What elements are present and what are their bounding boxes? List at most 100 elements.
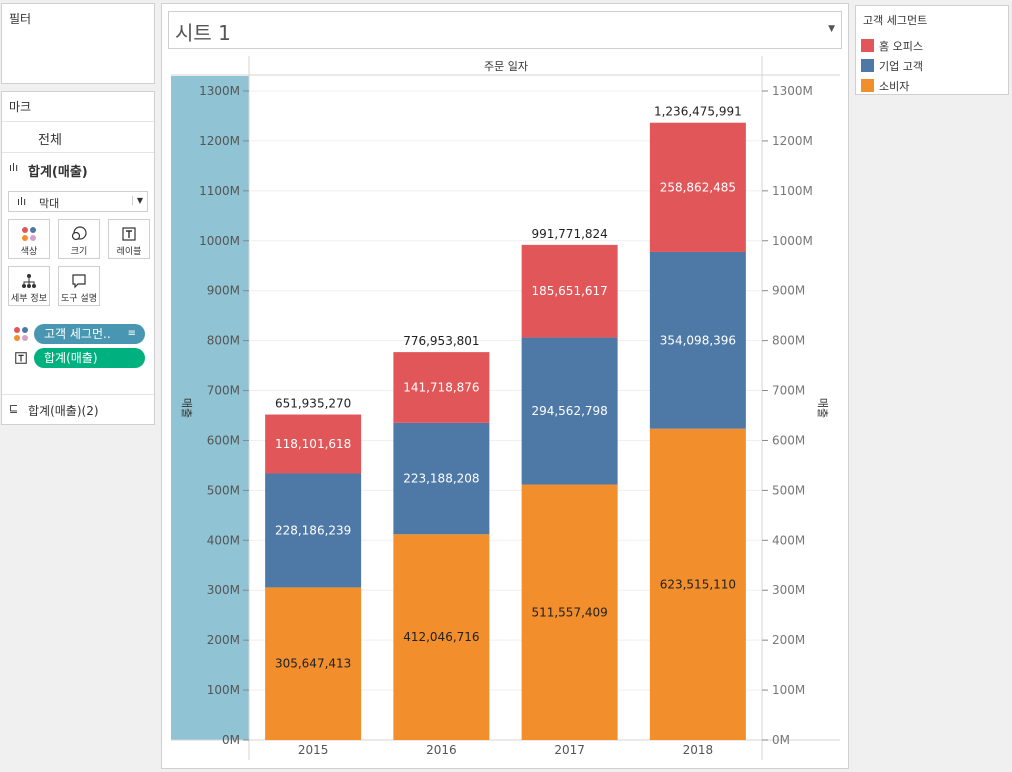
bar-data-label: 354,098,396: [660, 333, 736, 347]
legend-swatch: [861, 79, 874, 92]
label-button[interactable]: 레이블: [108, 219, 150, 259]
marks-all-label: 전체: [38, 133, 62, 148]
segment-pill-label: 고객 세그먼..: [44, 327, 111, 341]
bar-data-label: 511,557,409: [531, 605, 607, 619]
color-legend: 고객 세그먼트 홈 오피스 기업 고객 소비자: [855, 5, 1009, 95]
y-tick-label: 1100M: [772, 184, 813, 198]
size-button[interactable]: 크기: [58, 219, 100, 259]
y-tick-label: 800M: [207, 334, 240, 348]
legend-label: 기업 고객: [879, 60, 923, 73]
size-icon: [59, 226, 99, 242]
y-axis-band[interactable]: [171, 76, 249, 740]
tooltip-button[interactable]: 도구 설명: [58, 266, 100, 306]
legend-swatch: [861, 39, 874, 52]
bar-segment[interactable]: [393, 422, 490, 535]
color-dots-icon: [13, 326, 29, 346]
x-tick-label: 2016: [426, 743, 457, 757]
bar-segment[interactable]: [649, 251, 746, 429]
label-button-label: 레이블: [116, 247, 142, 257]
bar-segment[interactable]: [265, 587, 362, 740]
y-tick-label: 900M: [772, 284, 805, 298]
y-tick-label: 300M: [207, 583, 240, 597]
y-tick-label: 700M: [207, 384, 240, 398]
y-tick-label: 1000M: [772, 234, 813, 248]
y-tick-label: 100M: [772, 683, 805, 697]
label-icon: [14, 350, 28, 369]
sort-icon: ≡: [127, 328, 136, 339]
legend-swatch: [861, 59, 874, 72]
sheet-title: 시트 1: [175, 21, 231, 45]
bar-data-label: 185,651,617: [531, 284, 607, 298]
bar-total-label: 776,953,801: [403, 334, 479, 348]
bar-segment[interactable]: [521, 484, 618, 740]
y-axis-right[interactable]: 0M 100M 200M 300M 400M 500M 600M 700M 800M 900M 10…: [762, 84, 813, 747]
x-tick-label: 2018: [683, 743, 714, 757]
bar-segment[interactable]: [393, 534, 490, 740]
bar-data-label: 412,046,716: [403, 630, 479, 644]
chevron-down-icon: ▼: [131, 196, 143, 205]
y-tick-label: 500M: [207, 483, 240, 497]
y-tick-label: 1100M: [199, 184, 240, 198]
segment-color-pill[interactable]: 고객 세그먼.. ≡: [34, 324, 145, 344]
marks-footer-label: 합계(매출)(2): [28, 404, 99, 418]
legend-item-corporate[interactable]: 기업 고객: [861, 58, 923, 74]
bar-segment[interactable]: [521, 244, 618, 338]
bars: 305,647,413 228,186,239 118,101,618 651,935…: [265, 105, 746, 740]
tooltip-icon: [59, 273, 99, 289]
marks-card: 마크 전체 ılı 합계(매출) ılı 막대 ▼ 색상 크기 레이블 세부 정…: [1, 91, 155, 425]
bar-data-label: 141,718,876: [403, 380, 479, 394]
y-tick-label: 800M: [772, 334, 805, 348]
marks-footer-tab[interactable]: ⊑ 합계(매출)(2): [2, 394, 154, 424]
sales-label-pill[interactable]: 합계(매출): [34, 348, 145, 368]
y-tick-label: 700M: [772, 384, 805, 398]
label-icon: [109, 226, 149, 242]
bar-segment[interactable]: [649, 428, 746, 740]
y-axis-title-right[interactable]: 매출: [816, 398, 829, 418]
measure-values-icon: ⊑: [9, 402, 19, 415]
x-axis-labels: 2015 2016 2017 2018: [298, 743, 713, 757]
mark-type-value: 막대: [39, 197, 60, 210]
marks-title: 마크: [9, 100, 32, 114]
bar-segment[interactable]: [521, 337, 618, 485]
bar-data-label: 228,186,239: [275, 523, 351, 537]
chevron-down-icon[interactable]: ▼: [828, 24, 835, 34]
bar-data-label: 294,562,798: [531, 404, 607, 418]
y-tick-label: 600M: [207, 433, 240, 447]
y-tick-label: 1000M: [199, 234, 240, 248]
color-button[interactable]: 색상: [8, 219, 50, 259]
size-button-label: 크기: [70, 247, 88, 257]
bar-chart-icon: ılı: [9, 161, 19, 174]
y-tick-label: 1300M: [772, 84, 813, 98]
bar-data-label: 305,647,413: [275, 657, 351, 671]
y-tick-label: 100M: [207, 683, 240, 697]
detail-button[interactable]: 세부 정보: [8, 266, 50, 306]
filters-card[interactable]: 필터: [1, 3, 155, 84]
worksheet: 시트 1 ▼ 0M 100M 200M 300M 400M 500M 600M 700M 800…: [161, 3, 849, 769]
bar-segment[interactable]: [265, 473, 362, 588]
bar-segment[interactable]: [649, 122, 746, 252]
detail-icon: [9, 273, 49, 289]
column-header[interactable]: 주문 일자: [484, 59, 528, 73]
legend-item-home-office[interactable]: 홈 오피스: [861, 38, 923, 54]
bar-total-label: 1,236,475,991: [654, 105, 742, 119]
sheet-title-box[interactable]: 시트 1 ▼: [168, 11, 842, 49]
bar-data-label: 623,515,110: [660, 577, 736, 591]
bar-segment[interactable]: [393, 352, 490, 423]
marks-all-tab[interactable]: 전체: [2, 121, 154, 152]
y-tick-label: 0M: [222, 733, 240, 747]
stacked-bar-chart: 0M 100M 200M 300M 400M 500M 600M 700M 800M 900M 10…: [171, 56, 840, 760]
y-axis-title-left[interactable]: 매출: [180, 398, 193, 418]
y-tick-label: 500M: [772, 483, 805, 497]
mark-type-dropdown[interactable]: ılı 막대 ▼: [8, 191, 148, 212]
y-tick-label: 900M: [207, 284, 240, 298]
y-tick-label: 200M: [772, 633, 805, 647]
bar-total-label: 651,935,270: [275, 397, 351, 411]
y-axis-left[interactable]: 0M 100M 200M 300M 400M 500M 600M 700M 800M 900M 10…: [199, 84, 249, 747]
color-button-label: 색상: [20, 247, 38, 257]
legend-item-consumer[interactable]: 소비자: [861, 78, 909, 94]
bar-segment[interactable]: [265, 414, 362, 474]
y-tick-label: 0M: [772, 733, 790, 747]
marks-measure-tab[interactable]: ılı 합계(매출): [2, 152, 154, 184]
tooltip-button-label: 도구 설명: [61, 294, 97, 304]
y-tick-label: 600M: [772, 433, 805, 447]
